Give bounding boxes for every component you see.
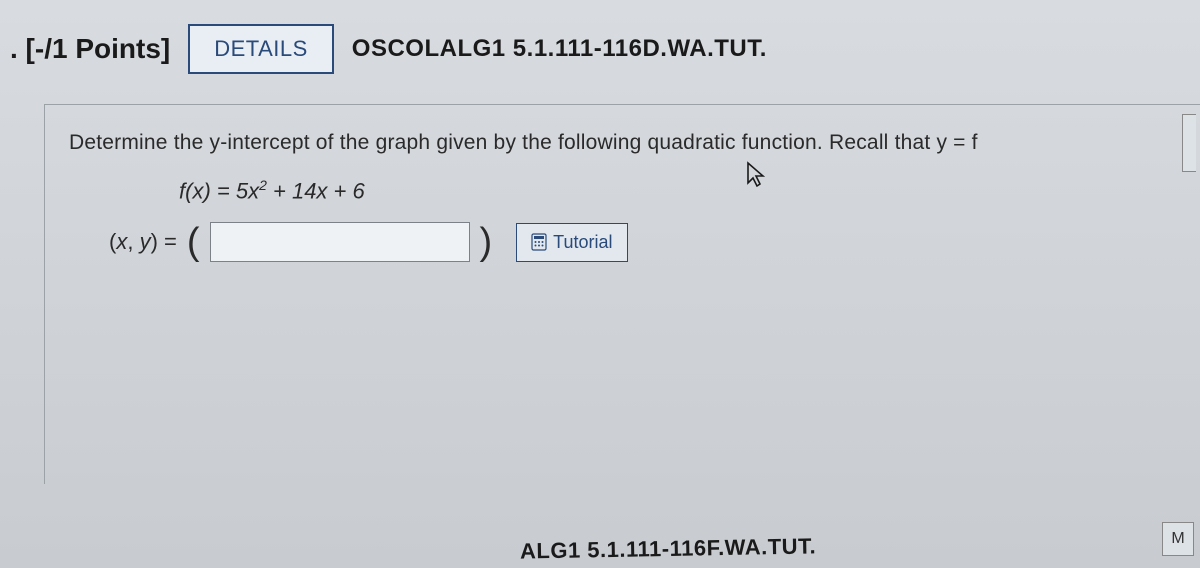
- answer-prefix: (x, y) =: [109, 229, 177, 255]
- corner-button[interactable]: M: [1162, 522, 1194, 556]
- tutorial-label: Tutorial: [553, 232, 612, 253]
- question-header: . [-/1 Points] DETAILS OSCOLALG1 5.1.111…: [0, 0, 1200, 82]
- calculator-icon: [531, 233, 547, 251]
- close-paren: ): [478, 223, 495, 261]
- prompt-text: Determine the y-intercept of the graph g…: [69, 131, 978, 154]
- details-button[interactable]: DETAILS: [188, 24, 334, 74]
- question-panel: Determine the y-intercept of the graph g…: [44, 104, 1200, 484]
- func-exp: 2: [259, 177, 267, 193]
- func-lhs: f(x) =: [179, 178, 236, 203]
- source-label: OSCOLALG1 5.1.111-116D.WA.TUT.: [352, 35, 767, 63]
- func-a: 5x: [236, 178, 259, 203]
- question-prompt: Determine the y-intercept of the graph g…: [69, 131, 1200, 155]
- function-expression: f(x) = 5x2 + 14x + 6: [179, 177, 1200, 204]
- func-b: + 14x + 6: [267, 178, 365, 203]
- answer-input[interactable]: [210, 222, 470, 262]
- points-label: . [-/1 Points]: [10, 33, 170, 65]
- next-source-label: ALG1 5.1.111-116F.WA.TUT.: [520, 533, 817, 564]
- open-paren: (: [185, 223, 202, 261]
- answer-row: (x, y) = ( ) Tutorial: [109, 222, 1200, 262]
- cursor-icon: [745, 161, 767, 189]
- tutorial-button[interactable]: Tutorial: [516, 223, 627, 262]
